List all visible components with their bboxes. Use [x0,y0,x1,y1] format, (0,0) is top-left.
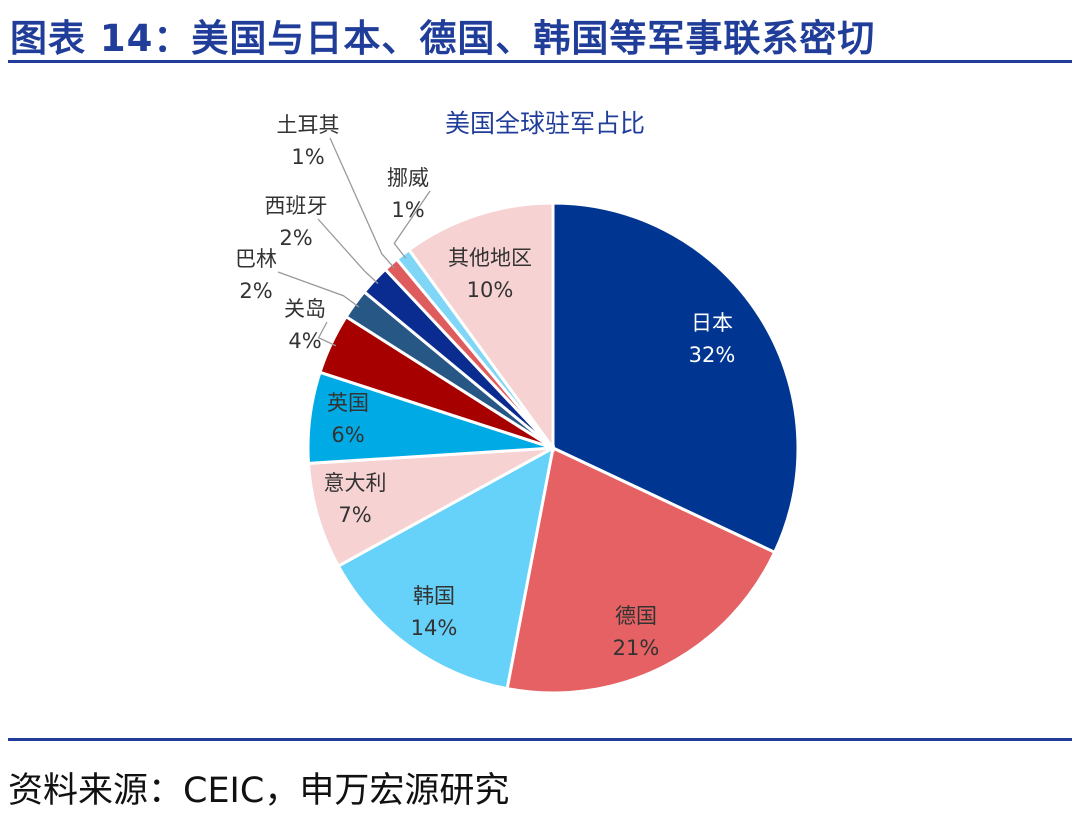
slice-value-label-0: 32% [689,343,736,367]
pie-slice-0 [551,201,800,555]
slice-value-label-6: 2% [239,279,272,303]
figure-title: 图表 14：美国与日本、德国、韩国等军事联系密切 [10,17,876,60]
slice-value-label-1: 21% [613,636,660,660]
slice-value-label-4: 6% [331,423,364,447]
slice-name-label-9: 挪威 [387,166,429,190]
source-note: 资料来源：CEIC，申万宏源研究 [8,771,510,811]
slice-value-label-10: 10% [467,278,514,302]
slice-value-label-3: 7% [338,503,371,527]
slice-name-label-8: 土耳其 [277,113,340,137]
slice-name-label-4: 英国 [327,391,369,415]
slice-value-label-7: 2% [279,226,312,250]
pie-slice-2 [336,445,556,691]
title-rule [8,60,1072,63]
slice-value-label-5: 4% [288,329,321,353]
pie-chart: 美国全球驻军占比 日本32%德国21%韩国14%意大利7%英国6%关岛4%巴林2… [235,109,800,695]
slice-name-label-7: 西班牙 [265,194,328,218]
slice-name-label-2: 韩国 [413,584,455,608]
leader-lines [277,137,431,347]
pie-slice-1 [505,445,777,695]
leader-line-6 [277,271,360,308]
pie-slice-3 [306,446,554,569]
slice-name-label-3: 意大利 [324,471,387,495]
leader-line-8 [329,137,395,269]
slice-name-label-5: 关岛 [284,297,326,321]
slice-name-label-0: 日本 [691,311,733,335]
pie-slices [306,201,800,695]
slice-value-label-8: 1% [291,145,324,169]
leader-line-9 [393,190,431,259]
leader-line-5 [317,321,337,347]
slice-labels: 日本32%德国21%韩国14%意大利7%英国6%关岛4%巴林2%西班牙2%土耳其… [235,113,735,660]
leader-line-7 [317,218,379,285]
pie-slice-10 [406,201,555,453]
chart-title: 美国全球驻军占比 [445,109,645,138]
slice-name-label-10: 其他地区 [448,246,532,270]
source-rule [8,738,1072,741]
slice-value-label-9: 1% [391,198,424,222]
slice-value-label-2: 14% [411,616,458,640]
slice-name-label-6: 巴林 [235,247,277,271]
slice-name-label-1: 德国 [615,604,657,628]
